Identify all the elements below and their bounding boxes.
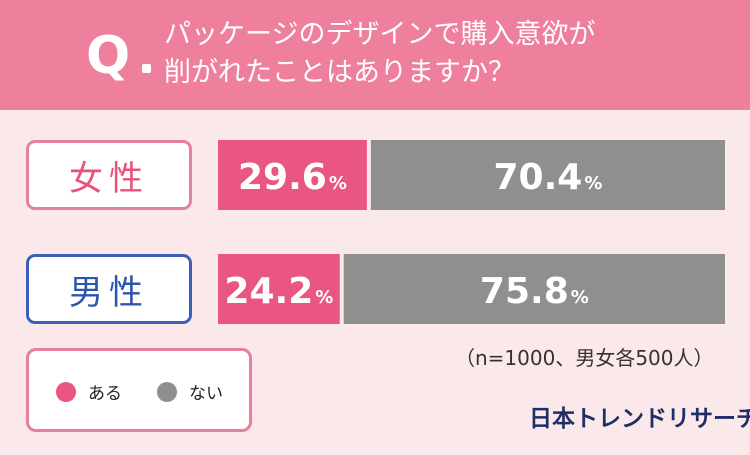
bar-no-0 [370,140,725,210]
data-label-yes-1: 24.2% [224,271,333,312]
legend-item-no: ない [157,379,223,404]
brand-logo-text: 日本トレンドリサーチ [529,406,750,432]
question-mark: Q [86,26,131,86]
bar-yes-0 [218,140,367,210]
bar-yes-1 [218,254,340,324]
data-label-no-1: 75.8% [480,271,589,312]
category-label-male: 男性 [26,254,192,324]
bar-no-1 [343,254,725,324]
category-label-female: 女性 [26,140,192,210]
legend-item-yes: ある [56,379,122,404]
sample-size-note: （n=1000、男女各500人） [455,346,714,370]
legend-swatch-no [157,381,177,402]
question-mark-dot [142,64,151,73]
legend: ある ない [26,348,252,432]
data-label-no-0: 70.4% [494,157,603,198]
legend-label-no: ない [189,384,223,404]
question-header: Q パッケージのデザインで購入意欲が 削がれたことはありますか？ [0,0,750,110]
legend-swatch-yes [56,381,76,402]
legend-label-yes: ある [88,384,122,404]
question-text-line1: パッケージのデザインで購入意欲が [164,19,596,50]
data-label-yes-0: 29.6% [238,157,347,198]
question-text-line2: 削がれたことはありますか？ [164,57,515,88]
